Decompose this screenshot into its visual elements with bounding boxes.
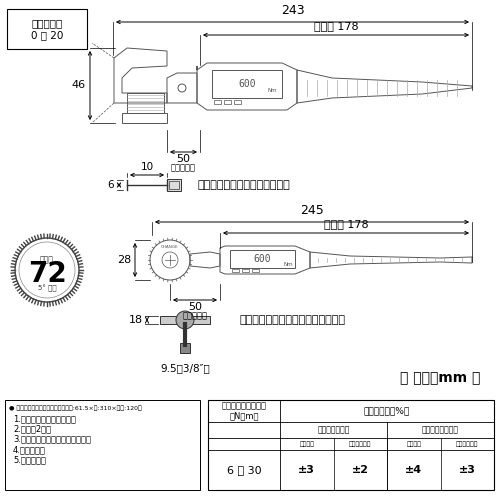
Bar [252,269,259,272]
Bar [212,70,282,98]
Bar [127,93,164,113]
Text: Nm: Nm [267,88,277,94]
Bar [234,100,241,104]
Text: 46: 46 [72,80,86,90]
Text: ● セット内容（専用ケース付　高さ:61.5×幅:310×奥行:120）: ● セット内容（専用ケース付 高さ:61.5×幅:310×奥行:120） [9,405,142,410]
Bar [242,269,249,272]
Text: 時計回り（右）: 時計回り（右） [318,426,350,434]
Bar [208,400,494,490]
Bar [167,179,181,191]
Text: ラチェット形: ラチェット形 [456,441,478,447]
Text: 【 単位：mm 】: 【 単位：mm 】 [400,371,480,385]
Text: 1.本品（トルクハンドル）
2.電池（2本）
3.バッテリーカバー用ドライバー
4.校正証明書
5.取扱説明書: 1.本品（トルクハンドル） 2.電池（2本） 3.バッテリーカバー用ドライバー … [13,414,91,465]
Circle shape [15,238,79,302]
Bar [160,316,210,324]
Text: ±4: ±4 [405,465,422,475]
Text: 50: 50 [176,154,190,164]
Text: モンキ形トルクヘッドセット時: モンキ形トルクヘッドセット時 [197,180,290,190]
Text: 72: 72 [28,260,66,288]
Bar [230,250,295,268]
Text: 50: 50 [188,302,202,312]
Text: 600: 600 [238,79,256,89]
Text: ギア数: ギア数 [40,256,54,264]
Text: 245: 245 [300,204,324,217]
Bar [224,100,231,104]
Text: ラチェット形: ラチェット形 [349,441,372,447]
Text: 6: 6 [108,180,114,190]
Text: ラチェット形トルクヘッドセット時: ラチェット形トルクヘッドセット時 [240,315,346,325]
Text: 9.5（3/8″）: 9.5（3/8″） [160,363,210,373]
Text: ±3: ±3 [459,465,475,475]
Text: CHANGE: CHANGE [161,245,179,249]
Text: 5° 送り: 5° 送り [38,284,56,292]
Text: トルク精度（%）: トルク精度（%） [364,406,410,416]
Text: 頭部有効長: 頭部有効長 [171,163,196,172]
Bar [214,100,221,104]
Bar [232,269,239,272]
FancyBboxPatch shape [7,9,87,49]
Text: 600: 600 [253,254,271,264]
Text: 有効長 178: 有効長 178 [324,219,368,229]
Bar [169,181,179,189]
Text: ±2: ±2 [352,465,369,475]
Text: 頭部有効長: 頭部有効長 [182,311,208,320]
Text: 反時計回り（左）: 反時計回り（左） [422,426,459,434]
Text: Nm: Nm [283,262,293,268]
Text: トルク精度保証範囲
（N・m）: トルク精度保証範囲 （N・m） [222,402,266,420]
Text: 28: 28 [117,255,131,265]
Text: モンキ形: モンキ形 [406,441,421,447]
Circle shape [19,242,75,298]
Text: 口開き寸法
0 〜 20: 口開き寸法 0 〜 20 [31,18,63,40]
Circle shape [176,311,194,329]
Bar [5,400,200,490]
Text: 243: 243 [280,4,304,17]
Text: 18: 18 [129,315,143,325]
Text: ±3: ±3 [298,465,315,475]
Text: 10: 10 [140,162,153,172]
Text: 有効長 178: 有効長 178 [314,21,358,31]
Text: 6 〜 30: 6 〜 30 [226,465,262,475]
Bar [180,343,190,353]
Text: モンキ形: モンキ形 [299,441,314,447]
